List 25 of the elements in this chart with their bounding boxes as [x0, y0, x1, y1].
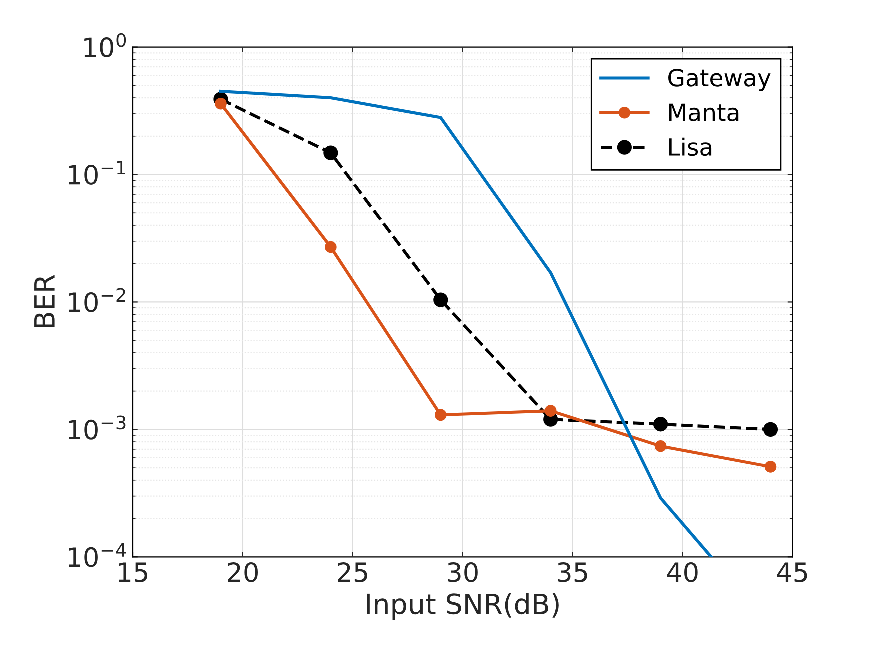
- point: [763, 422, 778, 437]
- point: [324, 146, 338, 160]
- point: [654, 417, 668, 432]
- point: [434, 292, 448, 308]
- x-tick-label: 35: [558, 562, 588, 582]
- point: [654, 440, 667, 452]
- y-tick-label: 10$^{−2}$: [69, 288, 126, 312]
- point: [215, 98, 227, 110]
- x-tick-label: 20: [228, 562, 258, 582]
- x-tick-label: 25: [338, 562, 368, 582]
- point: [325, 241, 337, 254]
- point: [544, 405, 557, 417]
- x-tick-label: 40: [667, 562, 698, 582]
- y-tick-label: 10$^{0}$: [84, 33, 126, 58]
- y-tick-label: 10$^{−1}$: [69, 161, 126, 185]
- y-tick-label: 10$^{−3}$: [69, 416, 126, 440]
- x-tick-label: 45: [777, 562, 808, 582]
- legend-label: Manta: [670, 104, 739, 122]
- legend-label: Lisa: [670, 138, 712, 156]
- point: [434, 409, 447, 422]
- x-axis-title: Input SNR(dB): [367, 593, 559, 620]
- y-axis-title: BER: [34, 275, 55, 328]
- legend-label: Gateway: [668, 68, 771, 92]
- point: [764, 461, 777, 473]
- x-tick-label: 30: [448, 562, 478, 582]
